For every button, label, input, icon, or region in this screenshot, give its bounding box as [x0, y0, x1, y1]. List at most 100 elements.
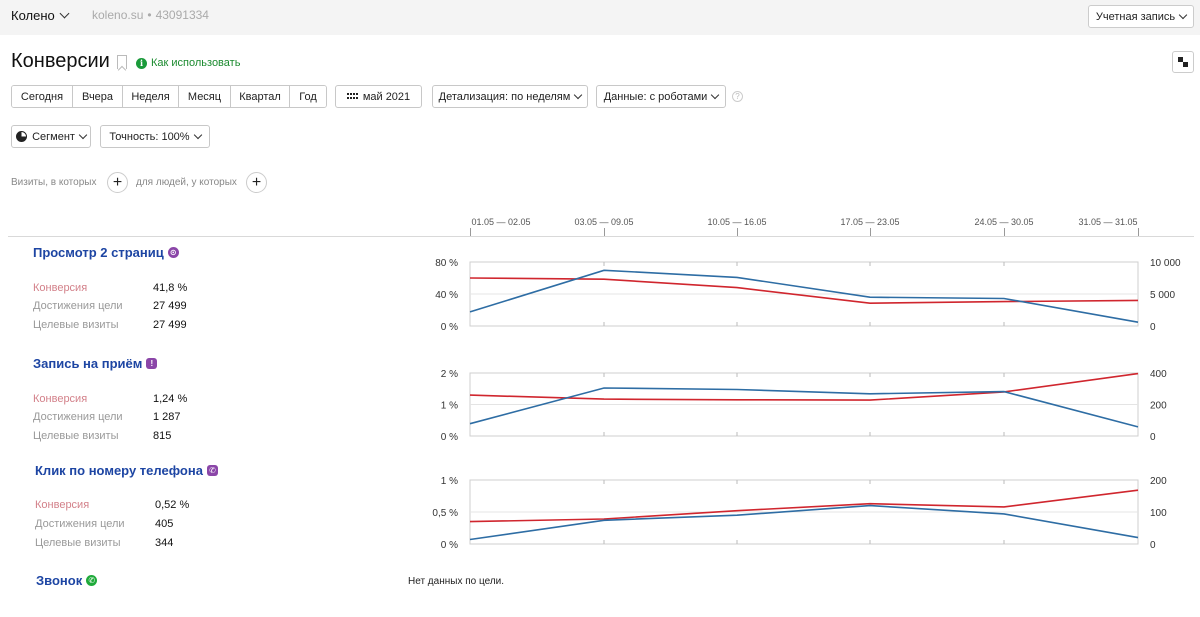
y-right-tick-label: 0	[1150, 540, 1156, 551]
period-yesterday-button[interactable]: Вчера	[73, 86, 123, 107]
bookmark-icon[interactable]	[117, 55, 127, 69]
visits-series-line	[469, 387, 1139, 428]
phone-icon: ✆	[206, 465, 218, 476]
conversion-label: Конверсия	[33, 282, 88, 294]
week-label: 03.05 — 09.05	[574, 217, 634, 227]
accuracy-select[interactable]: Точность: 100%	[100, 125, 210, 148]
no-data-message: Нет данных по цели.	[408, 576, 505, 587]
exclamation-icon: !	[146, 358, 158, 369]
conversion-label: Конверсия	[33, 393, 88, 405]
week-label: 24.05 — 30.05	[974, 217, 1034, 227]
conversion-series-line	[469, 489, 1139, 523]
visits-filter-label: Визиты, в которых	[11, 177, 97, 188]
week-tick	[470, 228, 471, 236]
conversion-value: 1,24 %	[153, 393, 188, 405]
period-today-button[interactable]: Сегодня	[12, 86, 73, 107]
visits-value: 344	[155, 537, 174, 549]
week-tick	[1138, 228, 1139, 236]
calendar-icon	[346, 92, 358, 101]
visits-value: 815	[153, 430, 172, 442]
pie-chart-icon	[16, 131, 28, 142]
visits-label: Целевые визиты	[33, 319, 119, 331]
detail-label: Детализация: по неделям	[438, 90, 571, 103]
date-range-button[interactable]: май 2021	[335, 85, 422, 108]
conversion-value: 0,52 %	[155, 499, 190, 511]
visits-series-line	[469, 504, 1139, 541]
period-month-button[interactable]: Месяц	[179, 86, 231, 107]
fullscreen-icon	[1178, 57, 1183, 62]
goal-title-appointment[interactable]: Запись на приём !	[33, 356, 158, 371]
conversion-series-line	[469, 277, 1139, 305]
add-people-filter-button[interactable]: +	[246, 172, 267, 193]
week-label: 10.05 — 16.05	[707, 217, 767, 227]
period-quarter-button[interactable]: Квартал	[231, 86, 290, 107]
page-title: Конверсии	[11, 50, 110, 72]
week-tick	[737, 228, 738, 236]
date-range-label: май 2021	[362, 90, 411, 103]
y-left-tick-label: 40 %	[435, 290, 458, 301]
y-right-tick-label: 10 000	[1150, 258, 1181, 269]
segment-button[interactable]: Сегмент	[11, 125, 91, 148]
howto-link[interactable]: i Как использовать	[136, 57, 240, 69]
table-divider	[8, 236, 1194, 237]
week-tick	[604, 228, 605, 236]
goal-title-label: Клик по номеру телефона	[35, 463, 203, 478]
goal-title-call[interactable]: Звонок ✆	[36, 573, 98, 588]
y-right-tick-label: 5 000	[1150, 290, 1175, 301]
goal-title-label: Звонок	[36, 573, 83, 588]
y-right-tick-label: 200	[1150, 401, 1167, 412]
add-visits-filter-button[interactable]: +	[107, 172, 128, 193]
howto-label: Как использовать	[151, 57, 241, 69]
week-label: 17.05 — 23.05	[840, 217, 900, 227]
counter-id: 43091334	[155, 8, 209, 22]
call-icon: ✆	[86, 575, 98, 586]
conversion-label: Конверсия	[35, 499, 90, 511]
y-left-tick-label: 1 %	[441, 401, 458, 412]
reaches-label: Достижения цели	[35, 518, 125, 530]
y-left-tick-label: 0,5 %	[432, 508, 458, 519]
accuracy-label: Точность: 100%	[109, 130, 190, 143]
reaches-value: 1 287	[153, 411, 181, 423]
y-left-tick-label: 0 %	[441, 322, 458, 333]
data-select[interactable]: Данные: с роботами	[596, 85, 726, 108]
reaches-label: Достижения цели	[33, 300, 123, 312]
top-bar: Колено koleno.su • 43091334 Учетная запись	[0, 0, 1200, 35]
week-label: 01.05 — 02.05	[471, 217, 531, 227]
visits-series-line	[469, 269, 1139, 323]
y-left-tick-label: 1 %	[441, 476, 458, 487]
y-left-tick-label: 80 %	[435, 258, 458, 269]
reaches-value: 27 499	[153, 300, 187, 312]
site-separator: •	[147, 8, 152, 22]
site-switcher[interactable]: Колено	[11, 8, 70, 23]
detail-select[interactable]: Детализация: по неделям	[432, 85, 588, 108]
fullscreen-icon-part	[1183, 62, 1188, 67]
y-left-tick-label: 0 %	[441, 432, 458, 443]
pages-icon: ⊙	[167, 247, 179, 258]
segment-label: Сегмент	[32, 130, 75, 143]
visits-value: 27 499	[153, 319, 187, 331]
conversion-value: 41,8 %	[153, 282, 188, 294]
site-meta: koleno.su • 43091334	[92, 8, 209, 22]
goal-title-phone-click[interactable]: Клик по номеру телефона ✆	[35, 463, 218, 478]
reaches-value: 405	[155, 518, 174, 530]
reaches-label: Достижения цели	[33, 411, 123, 423]
period-year-button[interactable]: Год	[290, 86, 326, 107]
site-name: Колено	[11, 8, 55, 23]
goal-title-label: Запись на приём	[33, 356, 143, 371]
fullscreen-button[interactable]	[1172, 51, 1194, 73]
visits-label: Целевые визиты	[33, 430, 119, 442]
people-filter-label: для людей, у которых	[136, 177, 237, 188]
help-icon[interactable]: ?	[732, 91, 743, 102]
account-button[interactable]: Учетная запись	[1088, 5, 1194, 28]
info-icon: i	[136, 57, 147, 69]
conversion-series-line	[469, 372, 1139, 401]
y-right-tick-label: 400	[1150, 369, 1167, 380]
y-left-tick-label: 2 %	[441, 369, 458, 380]
y-right-tick-label: 200	[1150, 476, 1167, 487]
y-right-tick-label: 0	[1150, 432, 1156, 443]
week-tick	[1004, 228, 1005, 236]
goal-title-pages[interactable]: Просмотр 2 страниц ⊙	[33, 245, 179, 260]
period-week-button[interactable]: Неделя	[123, 86, 179, 107]
site-domain: koleno.su	[92, 8, 144, 22]
